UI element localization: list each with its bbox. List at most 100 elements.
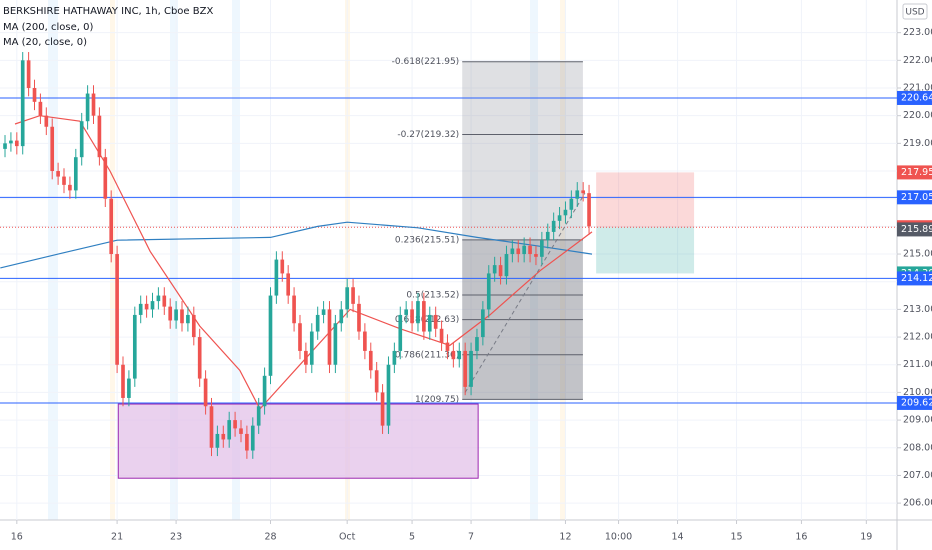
x-tick-label: 14	[671, 532, 683, 543]
candle-body	[280, 259, 285, 274]
candle-body	[3, 143, 7, 149]
candle-body	[309, 331, 314, 365]
candle-body	[427, 314, 432, 332]
currency-box	[902, 3, 928, 20]
candle-body	[351, 287, 355, 304]
candle-body	[32, 88, 37, 102]
candle-body	[191, 314, 196, 338]
fib-label: 0.618(212.63)	[395, 315, 459, 325]
price-tag-label: 217.95	[901, 167, 932, 178]
candle-body	[327, 309, 332, 365]
candle-body	[333, 323, 338, 365]
y-tick-label: 219.00	[903, 138, 932, 149]
candle-body	[492, 265, 497, 274]
candle-body	[292, 295, 296, 324]
x-tick-label: Oct	[339, 532, 356, 543]
x-tick-label: 23	[170, 532, 182, 543]
candle-body	[433, 314, 438, 329]
candle-body	[298, 323, 302, 351]
candle-body	[486, 273, 491, 310]
candle-body	[422, 301, 426, 332]
candle-body	[150, 301, 155, 310]
candle-body	[103, 157, 108, 199]
candle-body	[79, 121, 84, 158]
session-band	[110, 0, 115, 520]
candle-body	[516, 248, 521, 255]
candle-body	[587, 193, 591, 227]
session-band	[530, 0, 538, 520]
candle-body	[416, 301, 420, 324]
candle-body	[522, 245, 526, 255]
candle-body	[97, 115, 102, 158]
fib-label: -0.27(219.32)	[397, 130, 459, 140]
candle-body	[239, 428, 243, 434]
candle-body	[115, 254, 119, 365]
candle-body	[439, 328, 444, 343]
price-tag	[897, 271, 932, 286]
candle-body	[545, 231, 550, 241]
candle-body	[56, 171, 60, 177]
candle-body	[475, 337, 479, 351]
y-tick-label: 220.00	[903, 110, 932, 121]
candle-body	[73, 157, 78, 191]
candle-body	[38, 101, 43, 116]
candle-body	[68, 184, 72, 191]
y-tick-label: 211.00	[903, 359, 932, 370]
candle-body	[386, 364, 391, 426]
fib-label: 0.5(213.52)	[406, 291, 459, 301]
candle-body	[469, 350, 473, 387]
candle-body	[392, 350, 397, 365]
candle-body	[144, 303, 149, 310]
y-tick-label: 222.00	[903, 55, 932, 66]
stop-zone	[596, 172, 695, 228]
candle-body	[398, 314, 403, 351]
price-tag	[897, 190, 932, 205]
x-tick-label: 28	[264, 532, 276, 543]
candle-body	[245, 433, 249, 451]
candle-body	[121, 364, 125, 398]
legend-entry: MA (20, close, 0)	[3, 37, 87, 48]
candle-body	[227, 420, 232, 440]
y-tick-label: 206.00	[903, 498, 932, 509]
candle-body	[339, 309, 344, 324]
fib-label: -0.618(221.95)	[392, 57, 460, 67]
price-tag-label: 214.12	[901, 273, 932, 284]
price-tag-label: 217.05	[901, 192, 932, 203]
candle-body	[368, 350, 373, 371]
candle-body	[256, 406, 261, 426]
candle-body	[268, 295, 273, 376]
y-tick-label: 215.00	[903, 249, 932, 260]
candle-body	[203, 378, 208, 407]
candle-body	[540, 240, 544, 257]
candle-body	[50, 126, 55, 172]
candle-body	[357, 303, 361, 332]
x-tick-label: 15	[730, 532, 742, 543]
candle-body	[286, 273, 291, 296]
session-band	[170, 0, 178, 520]
candle-body	[85, 93, 90, 122]
candle-body	[262, 375, 267, 407]
candle-body	[162, 295, 167, 307]
candle-body	[156, 295, 161, 302]
price-tag-label: 220.64	[901, 92, 932, 103]
candle-body	[457, 350, 462, 360]
x-tick-label: 10:00	[605, 532, 632, 543]
candle-body	[498, 265, 503, 277]
x-tick-label: 12	[559, 532, 571, 543]
fib-region-light	[462, 61, 583, 240]
candle-body	[410, 309, 414, 324]
fib-label: 1(209.75)	[415, 395, 459, 405]
candle-body	[374, 370, 379, 393]
candle-body	[132, 314, 137, 379]
x-tick-label: 16	[11, 532, 23, 543]
candle-body	[345, 287, 350, 310]
candle-body	[20, 60, 25, 147]
candle-body	[569, 198, 574, 210]
price-tag	[897, 165, 932, 180]
candle-body	[215, 433, 220, 448]
candle-body	[504, 254, 509, 277]
price-tag-label: 209.62	[901, 397, 932, 408]
candle-body	[174, 309, 178, 321]
